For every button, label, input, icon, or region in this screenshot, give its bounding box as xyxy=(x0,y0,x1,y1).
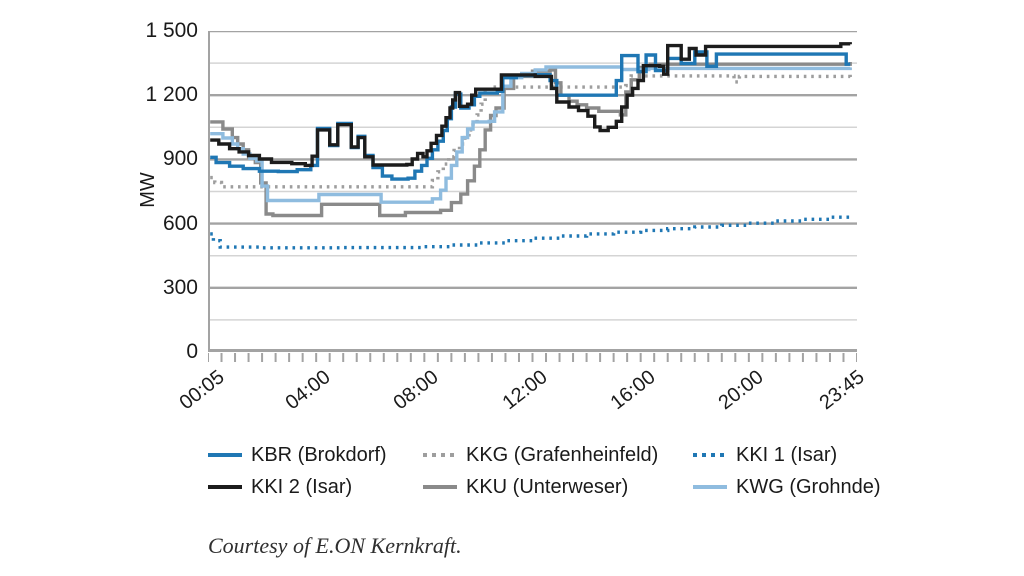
legend-label-kki1: KKI 1 (Isar) xyxy=(736,444,838,466)
series-line-kkg xyxy=(210,74,852,189)
x-axis-tick-label: 20:00 xyxy=(714,366,768,415)
series-line-kku xyxy=(210,62,852,218)
caption: Courtesy of E.ON Kernkraft. xyxy=(208,533,462,558)
series-line-kki2 xyxy=(210,42,852,168)
series-line-kwg xyxy=(210,65,852,204)
x-axis-tick-label: 23:45 xyxy=(815,366,869,415)
legend-item-kki2: KKI 2 (Isar) xyxy=(208,475,352,499)
chart-plot-area xyxy=(207,29,858,363)
legend-item-kbr: KBR (Brokdorf) xyxy=(208,443,387,467)
y-axis-tick-label: 900 xyxy=(162,147,198,171)
y-axis-tick-label: 600 xyxy=(162,211,198,235)
legend-label-kwg: KWG (Grohnde) xyxy=(736,476,881,498)
y-axis-tick-label: 0 xyxy=(186,340,198,363)
legend-label-kbr: KBR (Brokdorf) xyxy=(251,444,387,466)
legend-item-kki1: KKI 1 (Isar) xyxy=(693,443,837,467)
legend-swatch-kki1 xyxy=(693,453,727,457)
legend-label-kku: KKU (Unterweser) xyxy=(466,476,629,498)
x-axis-tick-label: 08:00 xyxy=(389,366,443,415)
legend-swatch-kku xyxy=(423,485,457,489)
y-axis-title: MW xyxy=(137,172,159,208)
x-axis-tick-label: 04:00 xyxy=(281,366,335,415)
legend-swatch-kkg xyxy=(423,453,457,457)
y-axis-tick-label: 1 500 xyxy=(145,19,198,42)
legend-swatch-kwg xyxy=(693,485,727,489)
y-axis-tick-label: 1 200 xyxy=(145,83,198,107)
legend-label-kki2: KKI 2 (Isar) xyxy=(251,476,353,498)
y-axis-tick-label: 300 xyxy=(162,275,198,299)
legend-swatch-kbr xyxy=(208,453,242,457)
legend-item-kku: KKU (Unterweser) xyxy=(423,475,628,499)
x-axis-tick-label: 16:00 xyxy=(606,366,660,415)
legend-item-kwg: KWG (Grohnde) xyxy=(693,475,880,499)
x-axis-tick-label: 00:05 xyxy=(175,366,229,415)
legend-item-kkg: KKG (Grafenheinfeld) xyxy=(423,443,658,467)
x-axis-tick-label: 12:00 xyxy=(498,366,552,415)
series-line-kki1 xyxy=(210,214,852,250)
line-chart xyxy=(207,29,858,362)
legend-label-kkg: KKG (Grafenheinfeld) xyxy=(466,444,659,466)
legend-swatch-kki2 xyxy=(208,485,242,489)
